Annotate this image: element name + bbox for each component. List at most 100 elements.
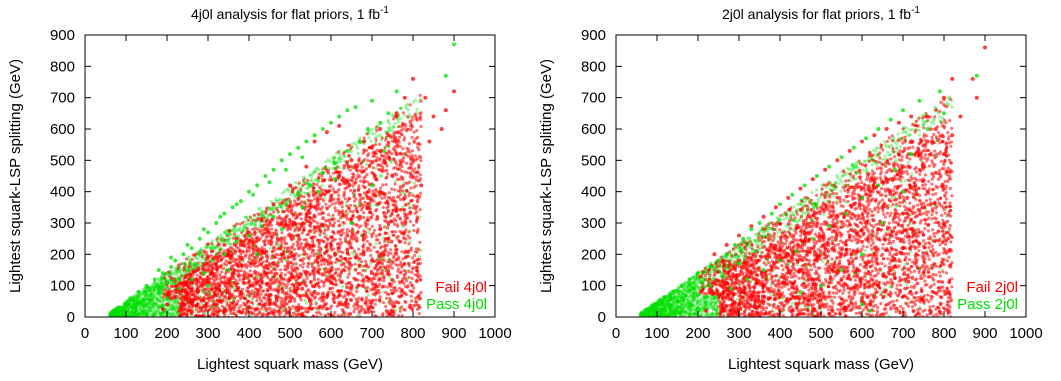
scatter-point-background <box>359 197 363 201</box>
scatter-point-background <box>357 218 361 222</box>
scatter-point-background <box>312 182 316 186</box>
scatter-point-background <box>146 306 150 310</box>
scatter-point-background <box>226 231 230 235</box>
scatter-point-background <box>114 307 118 311</box>
scatter-point-background <box>228 233 232 237</box>
scatter-point-background <box>311 171 315 175</box>
scatter-point-background <box>277 280 281 284</box>
scatter-point-background <box>378 193 382 198</box>
scatter-point-background <box>161 295 165 300</box>
scatter-point-background <box>146 288 150 293</box>
scatter-point-background <box>239 269 243 273</box>
scatter-point-background <box>173 300 177 305</box>
scatter-point-background <box>314 167 318 171</box>
scatter-point-background <box>319 188 323 192</box>
scatter-point-background <box>116 305 120 309</box>
scatter-point-background <box>376 217 380 221</box>
scatter-point-background <box>202 287 206 291</box>
scatter-point-background <box>175 272 179 276</box>
scatter-point-background <box>353 268 357 272</box>
scatter-point-background <box>270 206 274 210</box>
scatter-point-background <box>114 310 118 314</box>
scatter-point-background <box>419 115 423 119</box>
scatter-point-background <box>333 260 338 264</box>
scatter-point-background <box>160 278 164 282</box>
scatter-point-background <box>349 245 353 249</box>
scatter-point-background <box>158 281 162 285</box>
scatter-point-background <box>377 272 381 276</box>
scatter-point-background <box>390 308 394 312</box>
scatter-point-background <box>302 227 306 232</box>
scatter-point-background <box>133 301 137 305</box>
scatter-point-background <box>249 264 253 268</box>
scatter-point-background <box>158 298 162 302</box>
scatter-point-background <box>394 230 398 234</box>
scatter-point-background <box>142 304 146 308</box>
scatter-point-background <box>158 294 162 298</box>
scatter-point-background <box>402 262 406 266</box>
scatter-point-background <box>361 245 365 249</box>
scatter-point-background <box>337 212 341 217</box>
scatter-point-background <box>115 308 119 312</box>
scatter-point-background <box>145 291 149 296</box>
scatter-point-background <box>306 192 310 196</box>
scatter-point-background <box>377 201 381 206</box>
scatter-point-background <box>220 246 224 250</box>
scatter-point-background <box>219 233 223 237</box>
scatter-point-background <box>324 274 328 278</box>
scatter-points-layer <box>108 42 456 317</box>
scatter-point-background <box>136 314 140 317</box>
scatter-point-background <box>274 294 278 298</box>
scatter-point-background <box>212 312 216 316</box>
scatter-point-background <box>219 293 223 297</box>
scatter-point-background <box>312 169 316 174</box>
scatter-point-background <box>201 253 205 257</box>
scatter-point-background <box>362 191 366 195</box>
scatter-point-background <box>269 212 273 217</box>
scatter-point-background <box>255 299 259 303</box>
scatter-point-background <box>191 269 195 273</box>
scatter-point-background <box>119 305 123 309</box>
scatter-point-background <box>228 308 232 312</box>
scatter-point-background <box>152 283 156 287</box>
scatter-point-background <box>237 294 241 298</box>
scatter-point-background <box>136 312 140 316</box>
scatter-point-background <box>387 141 391 145</box>
scatter-point-background <box>350 165 354 169</box>
scatter-point-background <box>352 189 357 193</box>
scatter-point-background <box>226 288 230 292</box>
scatter-point-background <box>148 298 152 302</box>
scatter-point-background <box>401 111 405 115</box>
scatter-point-background <box>219 240 223 244</box>
scatter-point-background <box>367 182 371 187</box>
scatter-point-background <box>378 150 382 154</box>
scatter-point-background <box>191 253 195 257</box>
scatter-point-background <box>399 117 403 121</box>
scatter-point-background <box>331 230 335 234</box>
scatter-point-background <box>397 130 401 134</box>
scatter-point-background <box>263 243 267 247</box>
scatter-point-background <box>228 304 232 308</box>
scatter-point-background <box>144 304 148 308</box>
scatter-point-background <box>279 217 283 221</box>
scatter-point-background <box>331 224 335 228</box>
scatter-point-background <box>119 305 123 309</box>
scatter-point-background <box>308 199 312 203</box>
scatter-point-background <box>276 260 280 264</box>
scatter-point-background <box>150 303 154 307</box>
scatter-point-background <box>391 113 395 117</box>
scatter-point-background <box>375 124 379 128</box>
scatter-point-background <box>188 258 192 262</box>
scatter-point-background <box>303 298 307 302</box>
scatter-point-background <box>241 249 245 254</box>
scatter-point-background <box>378 224 382 228</box>
scatter-point-background <box>381 253 385 257</box>
scatter-point-background <box>403 193 407 197</box>
scatter-point-background <box>408 103 412 107</box>
scatter-point-background <box>156 290 160 294</box>
scatter-point-background <box>408 206 412 210</box>
scatter-point-background <box>157 310 161 314</box>
scatter-point-background <box>284 302 288 307</box>
scatter-point-background <box>148 285 152 289</box>
scatter-point-background <box>314 191 318 196</box>
